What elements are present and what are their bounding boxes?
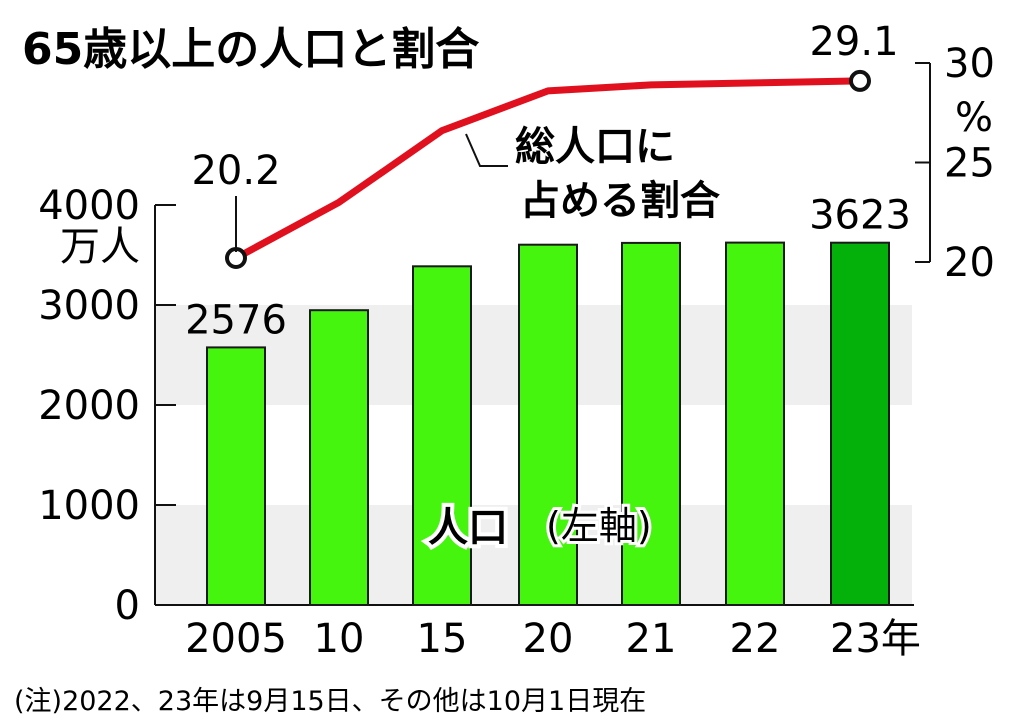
ratio-series-label-line1: 総人口に xyxy=(515,124,675,170)
bar-15 xyxy=(412,265,472,606)
bar-2005 xyxy=(206,346,266,606)
bar-20 xyxy=(518,243,578,606)
x-axis-ticks: 2005 10 15 20 21 22 23年 xyxy=(185,616,921,662)
x-tick-label: 23年 xyxy=(830,616,921,662)
x-tick-label: 21 xyxy=(626,616,677,662)
x-tick-label: 15 xyxy=(417,616,468,662)
ratio-point-23年 xyxy=(849,69,871,92)
bar-21 xyxy=(621,241,681,606)
bar-value-label: 2576 xyxy=(185,297,287,343)
right-axis-unit: % xyxy=(955,95,993,141)
right-tick-label: 25 xyxy=(944,141,995,187)
bar-23年 xyxy=(830,241,890,606)
population-axis-note: (左軸) xyxy=(546,504,652,548)
bar-data-labels: 2576 3623 xyxy=(185,193,911,344)
leader-line-ratio-label xyxy=(465,133,508,167)
right-axis-ticks: 20 25 30 xyxy=(915,41,995,286)
ratio-points xyxy=(225,69,871,270)
left-tick-label: 2000 xyxy=(38,383,140,429)
right-tick-label: 30 xyxy=(944,41,995,87)
left-tick-label: 0 xyxy=(115,583,140,629)
left-tick-label: 4000 xyxy=(38,183,140,229)
right-tick-label: 20 xyxy=(944,240,995,286)
ratio-line xyxy=(234,77,861,262)
bar-10 xyxy=(309,309,369,606)
bar-value-label: 3623 xyxy=(809,193,911,239)
left-tick-label: 3000 xyxy=(38,283,140,329)
x-tick-label: 20 xyxy=(523,616,574,662)
population-series-label: 人口 xyxy=(428,505,508,551)
ratio-data-labels: 20.2 29.1 xyxy=(191,19,898,194)
ratio-value-label: 29.1 xyxy=(809,19,898,65)
x-tick-label: 10 xyxy=(314,616,365,662)
bar-series xyxy=(206,241,890,606)
left-tick-label: 1000 xyxy=(38,483,140,529)
left-axis-unit: 万人 xyxy=(60,224,140,270)
bar-22 xyxy=(725,241,785,606)
x-tick-label: 22 xyxy=(730,616,781,662)
x-tick-label: 2005 xyxy=(185,616,287,662)
chart-title: 65歳以上の人口と割合 xyxy=(22,24,479,75)
footnote: (注)2022、23年は9月15日、その他は10月1日現在 xyxy=(14,686,646,717)
left-axis-ticks: 0 1000 2000 3000 4000 xyxy=(38,183,176,629)
ratio-series-label-line2: 占める割合 xyxy=(520,178,720,224)
ratio-value-label: 20.2 xyxy=(191,148,280,194)
